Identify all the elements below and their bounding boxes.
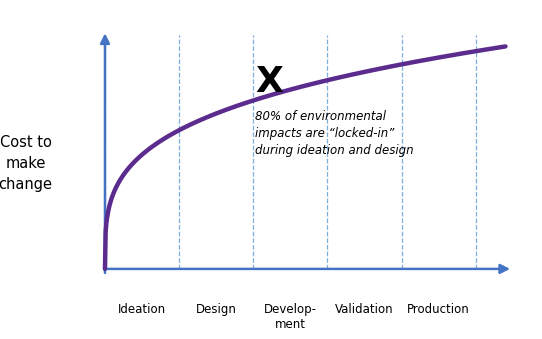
Text: X: X [255, 65, 283, 99]
Text: Cost to
make
change: Cost to make change [0, 135, 53, 192]
Text: Ideation: Ideation [118, 303, 166, 316]
Text: Validation: Validation [335, 303, 394, 316]
Text: 80% of environmental
impacts are “locked-in”
during ideation and design: 80% of environmental impacts are “locked… [255, 109, 414, 157]
Text: Develop-
ment: Develop- ment [264, 303, 317, 332]
Text: Production: Production [408, 303, 470, 316]
Text: Design: Design [196, 303, 237, 316]
